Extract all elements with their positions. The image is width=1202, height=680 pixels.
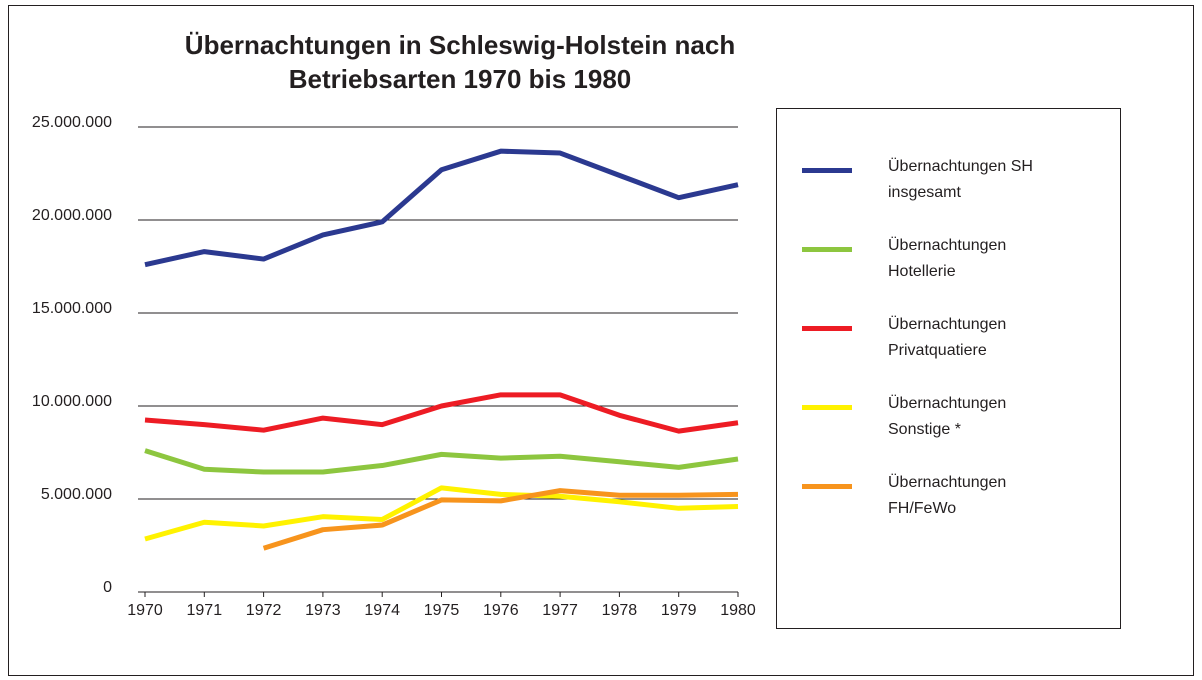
series-line xyxy=(144,448,739,475)
x-tick-label: 1974 xyxy=(364,602,400,619)
y-tick-label: 10.000.000 xyxy=(32,393,112,410)
legend-label: Übernachtungen SH insgesamt xyxy=(888,158,1033,201)
x-tick-label: 1980 xyxy=(720,602,756,619)
legend: Übernachtungen SH insgesamt Übernachtunge… xyxy=(776,108,1121,629)
x-tick-label: 1978 xyxy=(602,602,638,619)
y-tick-label: 15.000.000 xyxy=(32,300,112,317)
x-tick-label: 1977 xyxy=(542,602,578,619)
legend-label: Übernachtungen Hotellerie xyxy=(888,237,1007,280)
x-tick-label: 1973 xyxy=(305,602,341,619)
y-tick-label: 20.000.000 xyxy=(32,207,112,224)
legend-item: Übernachtungen SH insgesamt xyxy=(777,154,1117,214)
legend-swatch xyxy=(802,326,852,331)
legend-label: Übernachtungen FH/FeWo xyxy=(888,474,1007,517)
x-tick-label: 1975 xyxy=(424,602,460,619)
legend-item: Übernachtungen Hotellerie xyxy=(777,233,1117,293)
x-tick-label: 1979 xyxy=(661,602,697,619)
x-tick-label: 1976 xyxy=(483,602,519,619)
legend-swatch xyxy=(802,405,852,410)
x-tick-label: 1972 xyxy=(246,602,282,619)
y-tick-label: 0 xyxy=(103,579,112,596)
series-line xyxy=(144,148,739,268)
x-tick-label: 1971 xyxy=(187,602,223,619)
legend-item: Übernachtungen FH/FeWo xyxy=(777,470,1117,530)
legend-swatch xyxy=(802,484,852,489)
y-tick-label: 25.000.000 xyxy=(32,114,112,131)
legend-label: Übernachtungen Sonstige * xyxy=(888,395,1007,438)
frame xyxy=(8,5,1194,676)
series-line xyxy=(144,485,739,542)
chart-title: Übernachtungen in Schleswig-Holstein nac… xyxy=(184,30,736,94)
legend-swatch xyxy=(802,168,852,173)
x-tick-label: 1970 xyxy=(127,602,163,619)
legend-item: Übernachtungen Privatquatiere xyxy=(777,312,1117,372)
legend-item: Übernachtungen Sonstige * xyxy=(777,391,1117,451)
series-line xyxy=(144,392,739,434)
legend-label: Übernachtungen Privatquatiere xyxy=(888,316,1007,359)
y-tick-label: 5.000.000 xyxy=(41,486,112,503)
legend-swatch xyxy=(802,247,852,252)
series-line xyxy=(262,488,739,551)
